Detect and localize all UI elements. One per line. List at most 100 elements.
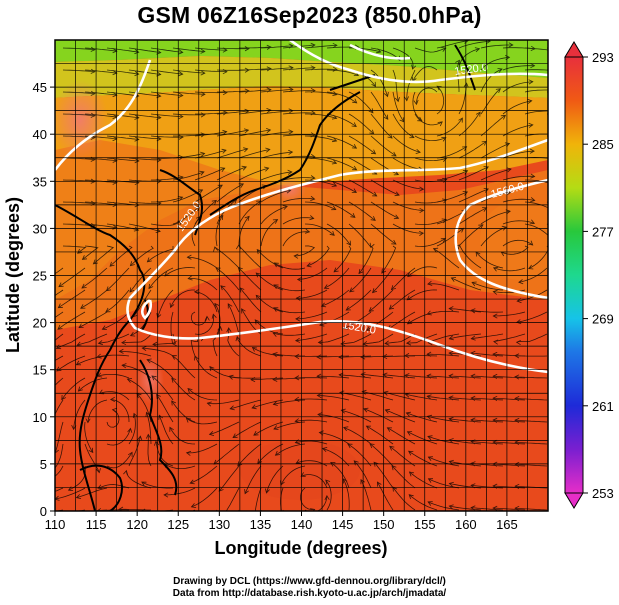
streamline-arrow — [504, 142, 511, 148]
streamline — [436, 170, 468, 181]
x-tick-label: 150 — [373, 517, 395, 532]
streamline-arrow — [405, 340, 412, 346]
streamline-arrow — [331, 159, 338, 165]
streamline — [169, 427, 196, 445]
anticyclone-area — [480, 200, 548, 280]
streamline — [84, 47, 117, 52]
streamline — [55, 487, 86, 500]
streamline — [147, 246, 174, 263]
streamline — [325, 479, 332, 511]
height-contour — [126, 138, 548, 374]
coastline-borneo — [79, 464, 123, 511]
streamline — [194, 69, 227, 73]
streamline — [324, 267, 350, 289]
streamline — [260, 190, 291, 203]
streamline — [366, 311, 394, 331]
streamline-arrow — [80, 304, 86, 309]
streamline — [414, 135, 446, 142]
streamline-arrow — [90, 222, 96, 228]
streamline-arrow — [528, 122, 534, 128]
x-tick-label: 130 — [208, 517, 230, 532]
x-tick-label: 120 — [126, 517, 148, 532]
streamline-arrow — [342, 478, 348, 484]
streamline — [392, 157, 423, 170]
streamline-arrow — [418, 230, 425, 236]
streamline-arrow — [272, 401, 278, 406]
streamline-arrow — [508, 42, 514, 48]
streamline — [471, 419, 504, 423]
streamline-arrow — [197, 189, 204, 194]
streamline — [493, 333, 526, 342]
streamline-arrow — [514, 439, 520, 445]
streamline-arrow — [178, 113, 184, 120]
streamline — [257, 443, 284, 464]
credit-data: Data from http://database.rish.kyoto-u.a… — [172, 588, 447, 599]
streamline-arrow — [90, 112, 96, 118]
streamline-arrow — [88, 447, 94, 454]
streamline-arrow — [448, 395, 454, 401]
streamline — [55, 267, 64, 275]
credits: Drawing by DCL (https://www.gfd-dennou.o… — [0, 576, 619, 600]
streamline-arrow — [199, 170, 205, 176]
streamline-arrow — [41, 397, 45, 402]
streamline-arrow — [330, 461, 336, 467]
streamline — [213, 443, 240, 465]
streamline — [416, 87, 438, 105]
streamline — [458, 188, 489, 203]
streamline — [238, 244, 262, 269]
streamline-arrow — [226, 327, 232, 333]
streamline — [76, 355, 108, 366]
streamline — [237, 443, 262, 467]
streamline-arrow — [228, 374, 234, 380]
streamline-arrow — [383, 92, 389, 98]
streamline — [524, 69, 548, 71]
streamline-arrow — [317, 339, 323, 345]
streamline — [480, 88, 501, 115]
streamline-arrow — [458, 117, 463, 123]
streamline-arrow — [109, 396, 115, 402]
streamline — [414, 238, 446, 247]
streamline — [58, 267, 86, 288]
streamline — [150, 135, 184, 138]
streamline — [502, 239, 533, 247]
streamline — [304, 201, 336, 210]
streamline — [449, 418, 482, 423]
streamline — [514, 355, 548, 357]
streamline-arrow — [185, 417, 191, 423]
x-tick-label: 140 — [291, 517, 313, 532]
streamline-arrow — [331, 137, 338, 143]
streamline-arrow — [340, 340, 346, 347]
streamline — [458, 224, 484, 247]
streamline — [480, 210, 511, 225]
streamline — [306, 245, 330, 267]
streamline-arrow — [227, 303, 233, 309]
streamline-arrow — [129, 261, 135, 267]
streamline-arrow — [96, 353, 102, 359]
streamline-arrow — [552, 157, 556, 161]
streamline — [227, 328, 240, 357]
streamline — [414, 157, 447, 162]
streamline-arrow — [486, 40, 491, 45]
streamline-arrow — [195, 215, 201, 222]
streamline-arrow — [38, 482, 42, 486]
streamline-arrow — [492, 373, 498, 380]
streamline — [273, 284, 306, 292]
streamline-arrow — [95, 468, 101, 474]
streamline — [282, 231, 310, 247]
streamline-arrow — [408, 471, 415, 477]
streamline — [98, 333, 130, 344]
streamline-arrow — [223, 511, 227, 516]
streamline-arrow — [408, 494, 414, 500]
streamline-arrow — [426, 351, 432, 357]
x-tick-label: 155 — [414, 517, 436, 532]
streamline-arrow — [372, 191, 378, 197]
streamline — [238, 200, 261, 225]
streamline — [62, 91, 95, 95]
streamline — [130, 311, 152, 337]
streamline — [55, 443, 64, 469]
streamline — [273, 307, 306, 314]
streamline — [370, 179, 400, 196]
streamline — [326, 157, 357, 171]
streamline — [471, 309, 504, 313]
streamline-arrow — [221, 148, 227, 154]
